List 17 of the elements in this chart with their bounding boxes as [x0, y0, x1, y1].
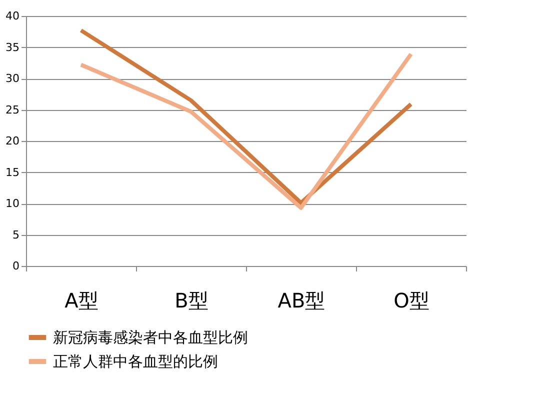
x-tick-label: O型 [394, 288, 430, 312]
y-tick-label: 0 [12, 260, 20, 272]
y-tick-label: 30 [6, 72, 20, 85]
y-tick-label: 5 [12, 228, 20, 242]
y-tick-label: 35 [6, 40, 20, 54]
x-tick-label: AB型 [278, 288, 326, 312]
line-series [79, 52, 413, 210]
legend-label: 新冠病毒感染者中各血型比例 [53, 328, 248, 346]
line-series [79, 28, 413, 205]
y-tick-label: 10 [6, 197, 20, 210]
x-tick-label: A型 [64, 288, 98, 312]
y-tick-label: 20 [6, 134, 20, 148]
y-tick-label: 25 [6, 103, 20, 116]
y-tick-label: 15 [6, 166, 20, 179]
legend-label: 正常人群中各血型的比例 [53, 352, 218, 370]
y-tick-label: 40 [6, 10, 20, 22]
x-tick-label: B型 [174, 288, 208, 312]
